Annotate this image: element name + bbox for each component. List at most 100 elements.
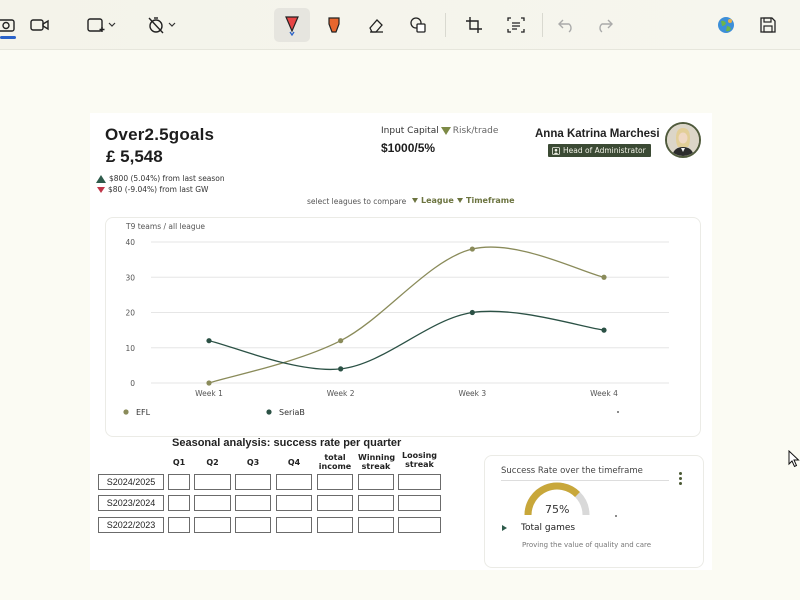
x-tick-label: Week 4 (590, 389, 618, 398)
timeframe-dropdown[interactable]: Timeframe (457, 196, 515, 205)
avatar-image (667, 124, 699, 156)
rate-value: 75% (545, 503, 570, 516)
capital-value: $1000/5% (381, 141, 436, 155)
save-button[interactable] (750, 8, 786, 42)
season-input-cell[interactable] (276, 474, 312, 490)
more-options-icon[interactable] (679, 472, 682, 487)
avatar[interactable] (665, 122, 701, 158)
person-icon (552, 146, 560, 155)
data-point (469, 309, 475, 316)
redo-button[interactable] (586, 8, 622, 42)
season-input-cell[interactable] (168, 495, 190, 511)
season-col-header: Q4 (287, 458, 301, 467)
series-line-efl (208, 246, 605, 384)
success-gauge (524, 482, 590, 516)
season-input-cell[interactable] (358, 495, 394, 511)
season-input-cell[interactable] (235, 474, 271, 490)
data-point (469, 246, 475, 252)
shapes-tool-button[interactable] (400, 8, 436, 42)
camera-mode-button[interactable] (0, 8, 24, 42)
x-tick-label: Week 3 (458, 389, 486, 398)
risk-trade-label: Risk/trade (452, 126, 499, 136)
timer-off-icon (147, 17, 164, 34)
data-point (206, 380, 212, 386)
rect-select-icon (86, 18, 104, 32)
season-input-cell[interactable] (398, 517, 441, 533)
video-icon (30, 19, 49, 31)
season-input-cell[interactable] (398, 474, 441, 490)
league-dropdown-label: League (421, 196, 454, 205)
pen-red-icon (285, 16, 299, 36)
x-tick-label: Week 1 (195, 389, 223, 398)
y-tick-label: 0 (130, 379, 135, 388)
season-input-cell[interactable] (358, 474, 394, 490)
play-icon (502, 525, 507, 531)
rate-subtitle: Proving the value of quality and care (522, 541, 652, 549)
season-col-header: Q2 (206, 458, 219, 467)
y-tick-label: 20 (125, 309, 135, 318)
season-input-cell[interactable] (194, 517, 231, 533)
input-capital-label: Input Capital (381, 126, 439, 136)
delta-up-row: $800 (5.04%) from last season (96, 174, 225, 183)
shapes-icon (410, 17, 426, 33)
season-input-cell[interactable] (194, 495, 231, 511)
capital-label-row: Input Capital Risk/trade (381, 126, 498, 136)
season-input-cell[interactable] (235, 517, 271, 533)
season-input-cell[interactable] (235, 495, 271, 511)
delta-up-text: $800 (5.04%) from last season (109, 174, 225, 183)
triangle-up-icon (96, 174, 106, 183)
mouse-cursor-icon (788, 450, 800, 468)
season-col-header: Q1 (172, 458, 186, 467)
share-button[interactable] (708, 8, 744, 42)
season-input-cell[interactable] (168, 517, 190, 533)
data-point (601, 327, 607, 333)
season-col-header: Winning streak (358, 453, 396, 471)
legend-label: EFL (136, 408, 151, 417)
season-input-cell[interactable] (168, 474, 190, 490)
user-role-text: Head of Administrator (563, 146, 646, 155)
line-chart-card: T9 teams / all league 0 10 20 30 40 Week 1 Week… (105, 217, 701, 437)
highlighter-tool-button[interactable] (316, 8, 352, 42)
season-input-cell[interactable] (276, 517, 312, 533)
undo-icon (558, 19, 572, 33)
y-tick-label: 30 (125, 273, 135, 282)
triangle-down-icon (440, 127, 451, 135)
marker-dot (615, 515, 617, 517)
user-name: Anna Katrina Marchesi (535, 128, 660, 140)
season-input-cell[interactable] (276, 495, 312, 511)
season-input-cell[interactable] (317, 495, 353, 511)
timeframe-dropdown-label: Timeframe (466, 196, 515, 205)
season-input-cell[interactable] (398, 495, 441, 511)
balance-value: £ 5,548 (106, 147, 163, 166)
season-col-header: Q3 (246, 458, 260, 467)
pen-tool-button[interactable] (274, 8, 310, 42)
season-input-cell[interactable] (358, 517, 394, 533)
rate-title: Success Rate over the timeframe (501, 466, 643, 476)
highlighter-icon (328, 17, 340, 33)
data-point (601, 274, 607, 280)
delay-dropdown[interactable] (140, 8, 182, 42)
season-title: Seasonal analysis: success rate per quar… (172, 437, 402, 449)
season-input-cell[interactable] (194, 474, 231, 490)
crop-button[interactable] (456, 8, 492, 42)
x-tick-label: Week 2 (327, 389, 355, 398)
dashboard-page: Over2.5goals £ 5,548 $800 (5.04%) from l… (90, 113, 712, 570)
undo-button[interactable] (549, 8, 585, 42)
text-actions-button[interactable] (498, 8, 534, 42)
text-extract-icon (507, 17, 525, 33)
chevron-down-icon (108, 22, 115, 27)
video-mode-button[interactable] (22, 8, 58, 42)
eraser-tool-button[interactable] (358, 8, 394, 42)
user-role-badge: Head of Administrator (548, 144, 651, 157)
season-input-cell[interactable] (317, 474, 353, 490)
data-point (338, 338, 344, 344)
chevron-down-icon (168, 22, 175, 27)
league-dropdown[interactable]: League (412, 196, 454, 205)
snip-shape-dropdown[interactable] (80, 8, 122, 42)
legend-marker (617, 411, 619, 413)
camera-icon (0, 19, 15, 32)
y-tick-label: 10 (125, 344, 135, 353)
season-input-cell[interactable] (317, 517, 353, 533)
snip-toolbar (0, 0, 800, 50)
gauge-fill (524, 482, 580, 516)
